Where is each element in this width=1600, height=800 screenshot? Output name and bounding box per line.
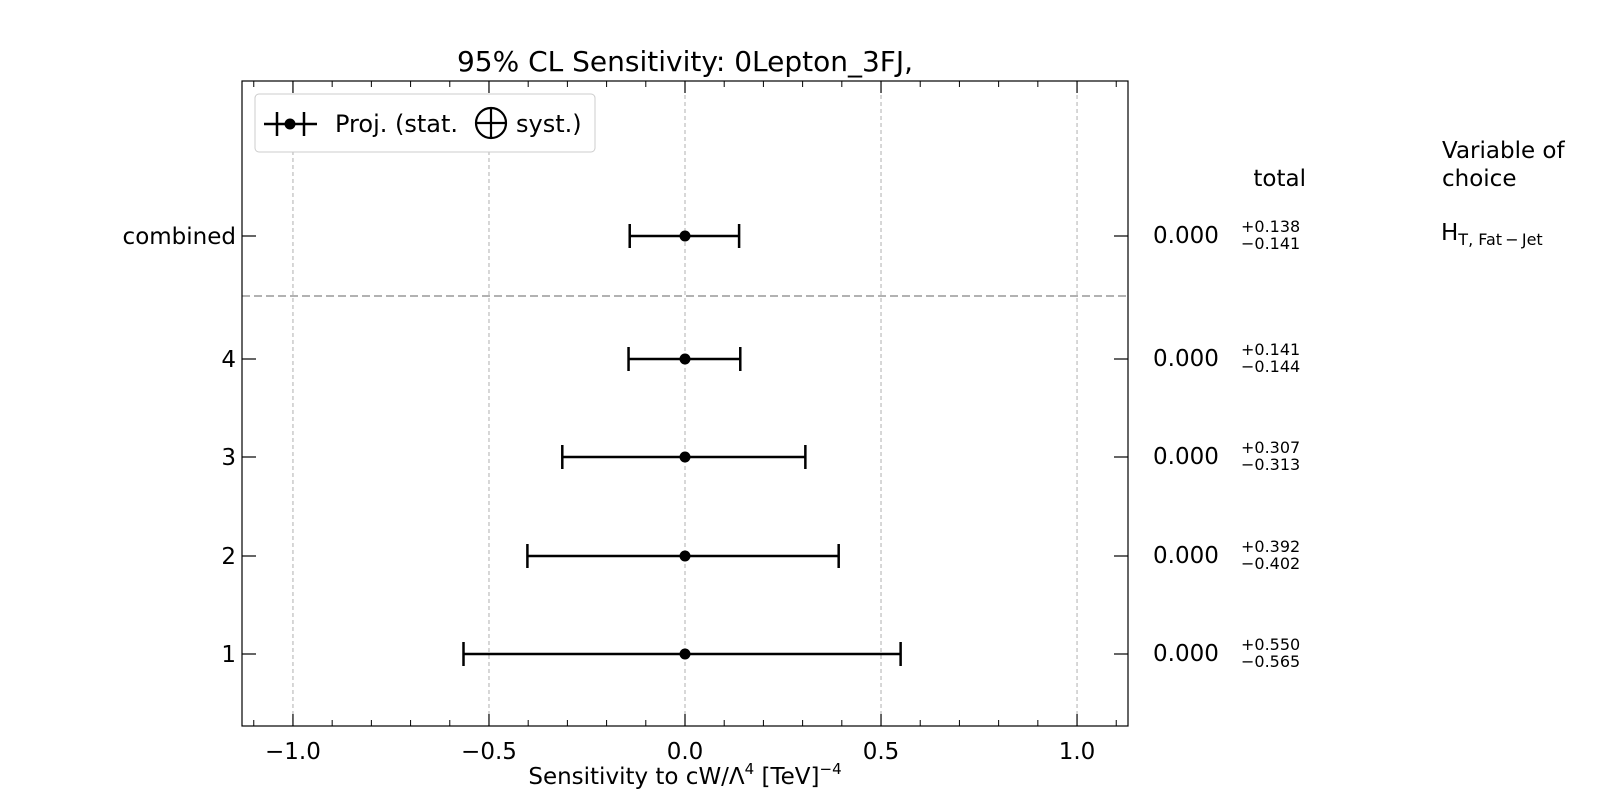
header-variable-line2: choice [1442,166,1516,192]
header-total: total [1253,166,1306,192]
total-down-error: −0.144 [1241,357,1300,376]
ticks [242,81,1128,726]
variable-subscript: T, Fat − Jet [1457,230,1542,249]
data-point [679,353,691,365]
oplus-icon [474,106,508,140]
legend-label-syst: syst.) [516,110,582,138]
variable-main: H [1441,220,1458,246]
total-value: 0.000 [1153,444,1219,470]
x-axis-label-power: 4 [745,760,755,778]
x-axis-label-main: Sensitivity to cW/Λ [528,764,745,790]
data-point [679,451,691,463]
x-tick-label: 1.0 [1059,739,1096,765]
x-axis-label: Sensitivity to cW/Λ4 [TeV]−4 [528,760,841,790]
y-tick-label: 1 [221,642,236,668]
x-axis-label-unit: [TeV] [754,764,819,790]
legend-marker [264,112,317,136]
y-tick-label: combined [123,224,236,250]
grid [292,81,1078,726]
total-up-error: +0.138 [1241,217,1300,236]
total-down-error: −0.402 [1241,554,1300,573]
marks [462,224,902,666]
chart-title: 95% CL Sensitivity: 0Lepton_3FJ, [457,45,913,78]
total-value: 0.000 [1153,543,1219,569]
y-tick-label: 2 [221,544,236,570]
legend-label-stat: Proj. (stat. [335,110,458,138]
total-value: 0.000 [1153,223,1219,249]
y-tick-label: 3 [221,445,236,471]
total-down-error: −0.141 [1241,234,1300,253]
variable-value: HT, Fat − Jet [1441,220,1543,249]
x-tick-label: −0.5 [461,739,517,765]
header-variable-line1: Variable of [1442,138,1566,164]
plot-frame [241,80,1129,727]
data-point [679,230,691,242]
data-point [679,550,691,562]
total-up-error: +0.141 [1241,340,1300,359]
total-down-error: −0.313 [1241,455,1300,474]
total-value: 0.000 [1153,641,1219,667]
total-value: 0.000 [1153,346,1219,372]
y-tick-label: 4 [221,347,236,373]
data-point [679,648,691,660]
x-tick-label: 0.0 [667,739,704,765]
x-axis-label-unit-power: −4 [820,760,842,778]
x-tick-label: 0.5 [863,739,900,765]
total-down-error: −0.565 [1241,652,1300,671]
x-tick-label: −1.0 [265,739,321,765]
total-up-error: +0.392 [1241,537,1300,556]
total-up-error: +0.550 [1241,635,1300,654]
legend: Proj. (stat. syst.) [254,93,596,153]
legend-box [254,93,596,153]
total-up-error: +0.307 [1241,438,1300,457]
